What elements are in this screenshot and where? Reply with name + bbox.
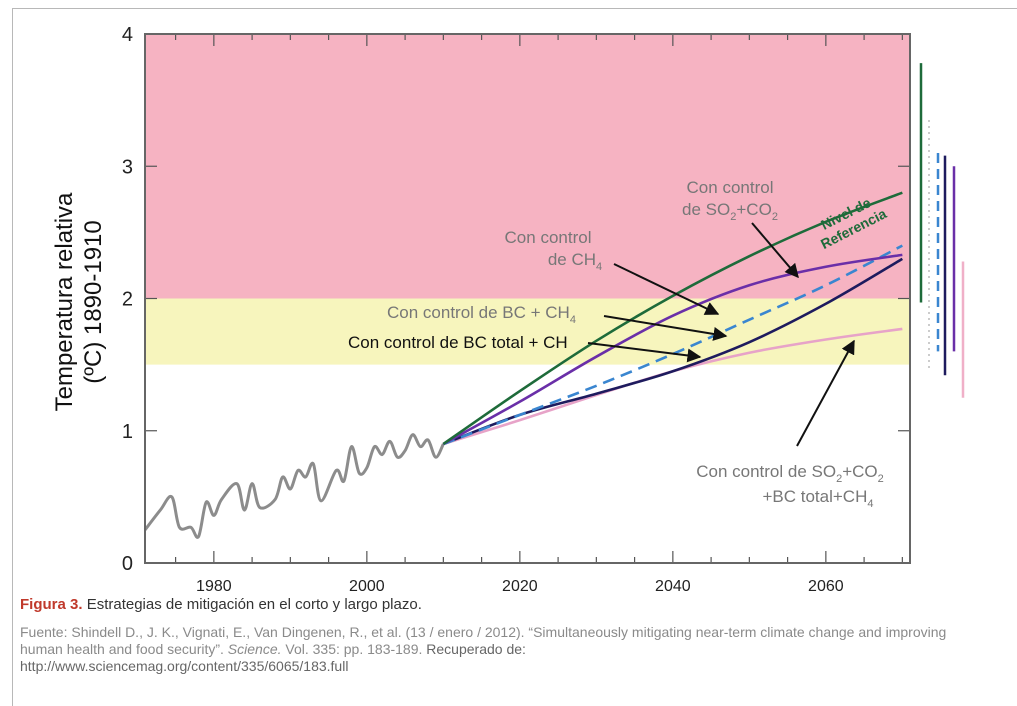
source-citation: Fuente: Shindell D., J. K., Vignati, E.,… — [20, 624, 980, 675]
annotation-so2-line2: de SO2+CO2 — [682, 200, 778, 223]
so2-sub2: 2 — [772, 211, 778, 223]
annotation-ch4-line2: de CH4 — [548, 250, 602, 273]
frame-top-border — [12, 8, 1017, 9]
frame-left-border — [12, 8, 13, 706]
source-prefix: Fuente: Shindell D., J. K., Vignati, E.,… — [20, 624, 947, 657]
series-line-2 — [442, 244, 903, 446]
arrow-so2 — [751, 222, 799, 279]
y-axis-label-line2: (ºC) 1890-1910 — [80, 220, 107, 384]
arrow-all — [796, 339, 855, 447]
plot-frame — [144, 33, 911, 564]
x-tick-label: 2000 — [349, 578, 385, 595]
source-details: Vol. 335: pp. 183-189. — [285, 641, 423, 657]
annotation-bc-total: Con control de BC total + CH — [348, 333, 568, 352]
figure-caption: Figura 3. Estrategias de mitigación en e… — [20, 596, 422, 613]
ch4-sub: 4 — [596, 261, 602, 273]
bcch4-sub: 4 — [570, 314, 576, 326]
x-tick-label: 2040 — [655, 578, 691, 595]
annotation-bc-ch4: Con control de BC + CH4 — [387, 303, 576, 326]
annotation-all-line1: Con control de SO2+CO2 — [696, 462, 884, 485]
so2-sub1: 2 — [730, 211, 736, 223]
y-tick-label: 2 — [122, 289, 133, 311]
so2-co: +CO — [736, 200, 771, 219]
all-sub1: 2 — [836, 473, 842, 485]
ch4-text: de CH — [548, 250, 596, 269]
source-url[interactable]: http://www.sciencemag.org/content/335/60… — [20, 658, 349, 674]
threshold-band-1 — [145, 298, 910, 365]
historical-temperature-line — [143, 433, 445, 539]
x-tick-label: 2020 — [502, 578, 538, 595]
bcch4-text: Con control de BC + CH — [387, 303, 570, 322]
y-tick-label: 0 — [122, 553, 133, 575]
series-line-1 — [442, 253, 903, 446]
x-tick-label: 2060 — [808, 578, 844, 595]
annotation-all-line2: +BC total+CH4 — [762, 487, 873, 510]
figure-caption-text: Estrategias de mitigación en el corto y … — [86, 596, 422, 613]
source-journal: Science. — [227, 641, 282, 657]
y-axis-label-line1: Temperatura relativa — [51, 192, 78, 411]
all-sub3: 4 — [867, 498, 873, 510]
all-text1: Con control de SO — [696, 462, 836, 481]
figure-number: Figura 3. — [20, 596, 83, 613]
y-tick-label: 3 — [122, 156, 133, 178]
arrow-bc-total — [587, 342, 702, 363]
all-text2: +CO — [842, 462, 877, 481]
annotation-ch4-line1: Con control — [505, 228, 592, 247]
all-sub2: 2 — [878, 473, 884, 485]
arrow-bc-ch4 — [603, 315, 728, 341]
threshold-band-0 — [145, 34, 910, 299]
y-tick-label: 1 — [122, 421, 133, 443]
all-text3: +BC total+CH — [762, 487, 867, 506]
source-retrieved: Recuperado de: — [426, 641, 526, 657]
y-tick-label: 4 — [122, 24, 133, 46]
so2-de-so: de SO — [682, 200, 730, 219]
annotation-so2-line1: Con control — [687, 178, 774, 197]
series-line-0 — [442, 191, 903, 446]
arrow-ch4 — [613, 263, 720, 315]
x-tick-label: 1980 — [196, 578, 232, 595]
temperature-chart: 0 1 2 3 4 1980 2000 2020 2040 2060 Temperatura re… — [51, 24, 965, 595]
